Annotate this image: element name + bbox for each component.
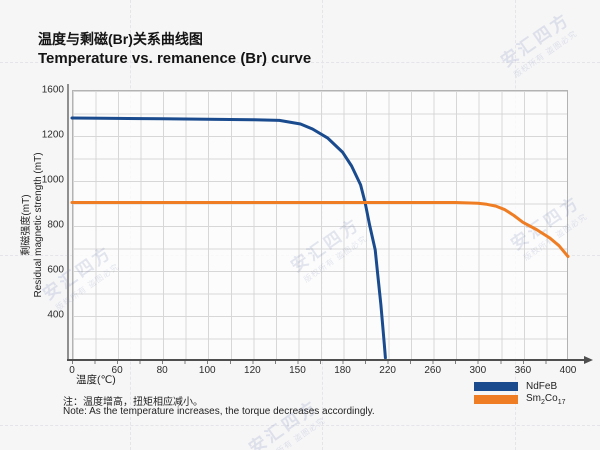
x-axis-arrow-icon xyxy=(584,356,593,364)
y-tick-label: 1000 xyxy=(41,174,64,186)
y-tick-label: 600 xyxy=(47,264,64,276)
x-tick-label: 400 xyxy=(559,365,577,376)
legend-swatch-sm2co17 xyxy=(474,394,518,404)
x-tick-label: 120 xyxy=(244,365,261,376)
plot-area xyxy=(72,90,568,360)
legend-swatch-ndfeb xyxy=(474,381,518,391)
watermark-subtext: 版权所有 盗图必究 xyxy=(260,415,327,450)
x-tick-label: 220 xyxy=(379,365,396,376)
x-tick-labels: 0 60 80 100 120 150 180 220 260 300 360 400 xyxy=(69,365,576,379)
x-axis-tick-marks xyxy=(72,361,568,364)
x-axis-title: 温度(℃) xyxy=(76,374,116,386)
y-tick-label: 1600 xyxy=(41,84,64,96)
curve-sm2co17 xyxy=(70,201,570,258)
x-tick-label: 300 xyxy=(469,365,487,376)
legend-label-part: 17 xyxy=(557,398,566,406)
y-tick-labels: 1600 1200 1000 800 600 400 xyxy=(0,85,64,360)
legend-label-ndfeb: NdFeB xyxy=(526,380,558,392)
x-tick-label: 0 xyxy=(69,365,75,376)
legend-item-sm2co17: Sm2Co17 xyxy=(474,393,566,406)
y-axis-line xyxy=(67,84,69,361)
legend: NdFeB Sm2Co17 xyxy=(474,380,566,406)
watermark-text: 安汇四方 xyxy=(245,396,322,450)
x-tick-label: 60 xyxy=(111,365,123,376)
x-tick-label: 150 xyxy=(289,365,306,376)
background-grid-line xyxy=(0,62,600,63)
note-en: Note: As the temperature increases, the … xyxy=(63,406,375,417)
watermark-subtext: 版权所有 盗图必究 xyxy=(512,28,579,80)
legend-label-part: Sm xyxy=(526,392,541,404)
page-title-en: Temperature vs. remanence (Br) curve xyxy=(38,50,312,67)
legend-label-part: 2 xyxy=(541,398,545,406)
x-axis-line xyxy=(67,359,586,361)
note-zh: 注：温度增高，扭矩相应减小。 xyxy=(63,397,203,408)
page-title-zh: 温度与剩磁(Br)关系曲线图 xyxy=(38,31,203,47)
background-grid-line xyxy=(0,425,600,426)
y-tick-label: 800 xyxy=(47,219,64,231)
legend-item-ndfeb: NdFeB xyxy=(474,380,566,392)
legend-label-part: Co xyxy=(544,392,558,404)
x-tick-label: 260 xyxy=(424,365,442,376)
series-curves xyxy=(70,116,570,360)
x-tick-label: 180 xyxy=(334,365,351,376)
watermark: 安汇四方 版权所有 盗图必究 xyxy=(495,5,582,81)
watermark: 安汇四方 版权所有 盗图必究 xyxy=(243,392,330,450)
curve-ndfeb xyxy=(70,116,387,360)
x-tick-label: 80 xyxy=(156,365,168,376)
legend-label-sm2co17: Sm2Co17 xyxy=(526,393,566,406)
x-tick-label: 100 xyxy=(198,365,216,376)
y-tick-label: 1200 xyxy=(41,129,64,141)
y-tick-label: 400 xyxy=(47,309,64,321)
x-tick-label: 360 xyxy=(514,365,532,376)
